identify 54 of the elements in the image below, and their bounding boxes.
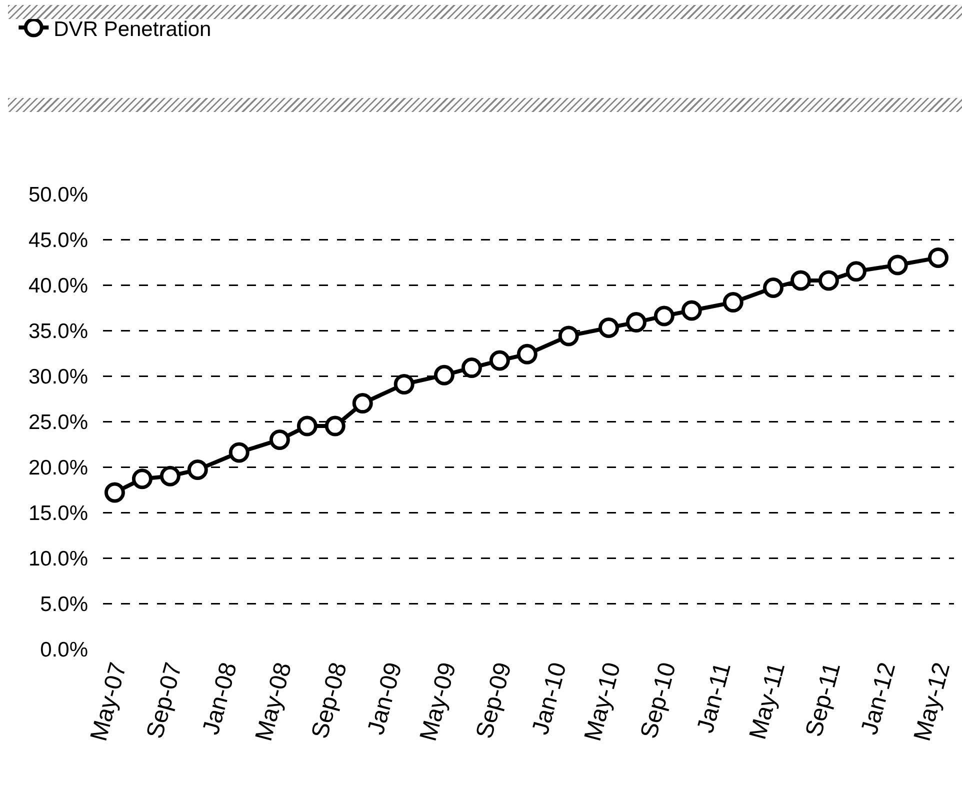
x-tick-label: Sep-07 bbox=[141, 660, 188, 742]
point bbox=[296, 416, 318, 436]
point bbox=[187, 459, 208, 480]
x-tick-label: Jan-09 bbox=[362, 660, 408, 738]
point bbox=[269, 429, 290, 450]
point bbox=[160, 466, 180, 486]
y-tick-label: 35.0% bbox=[28, 320, 88, 343]
x-tick-label: May-08 bbox=[250, 660, 298, 744]
point bbox=[558, 326, 579, 346]
point bbox=[681, 300, 702, 321]
y-tick-label: 5.0% bbox=[40, 592, 88, 616]
point bbox=[132, 468, 152, 490]
point bbox=[654, 306, 674, 326]
y-tick-label: 15.0% bbox=[28, 502, 88, 525]
x-tick-label: May-09 bbox=[414, 660, 462, 744]
point bbox=[598, 318, 619, 338]
x-tick-label: May-12 bbox=[908, 660, 956, 744]
y-tick-label: 50.0% bbox=[28, 183, 88, 206]
point bbox=[818, 270, 839, 291]
point bbox=[846, 261, 866, 282]
y-tick-label: 25.0% bbox=[28, 410, 88, 434]
point bbox=[722, 292, 744, 313]
x-tick-label: Jan-12 bbox=[856, 660, 902, 738]
point bbox=[228, 442, 250, 463]
point bbox=[763, 277, 784, 298]
x-tick-label: May-10 bbox=[579, 660, 626, 744]
y-tick-label: 20.0% bbox=[28, 456, 88, 480]
x-tick-label: Jan-08 bbox=[197, 660, 243, 738]
point bbox=[434, 364, 454, 386]
point bbox=[352, 393, 373, 414]
x-tick-label: Sep-09 bbox=[470, 660, 518, 742]
legend-label: DVR Penetration bbox=[54, 18, 212, 41]
point bbox=[324, 416, 346, 436]
point bbox=[516, 344, 538, 364]
point bbox=[489, 350, 510, 371]
point bbox=[928, 247, 948, 268]
point bbox=[461, 358, 482, 378]
y-tick-label: 40.0% bbox=[28, 274, 88, 298]
y-tick-label: 0.0% bbox=[40, 638, 88, 662]
point bbox=[394, 374, 414, 394]
x-tick-label: May-07 bbox=[85, 660, 132, 744]
x-tick-label: Sep-08 bbox=[306, 660, 353, 742]
point bbox=[626, 312, 646, 333]
x-tick-label: May-11 bbox=[744, 660, 791, 742]
y-tick-label: 45.0% bbox=[28, 228, 88, 252]
y-tick-label: 10.0% bbox=[28, 547, 88, 570]
x-tick-label: Jan-10 bbox=[526, 660, 572, 738]
point bbox=[790, 270, 811, 291]
point bbox=[104, 482, 125, 503]
x-tick-label: Jan-11 bbox=[692, 660, 737, 736]
y-tick-label: 30.0% bbox=[28, 365, 88, 388]
x-tick-label: Sep-11 bbox=[800, 660, 846, 740]
point bbox=[887, 254, 908, 276]
x-tick-label: Sep-10 bbox=[635, 660, 682, 742]
